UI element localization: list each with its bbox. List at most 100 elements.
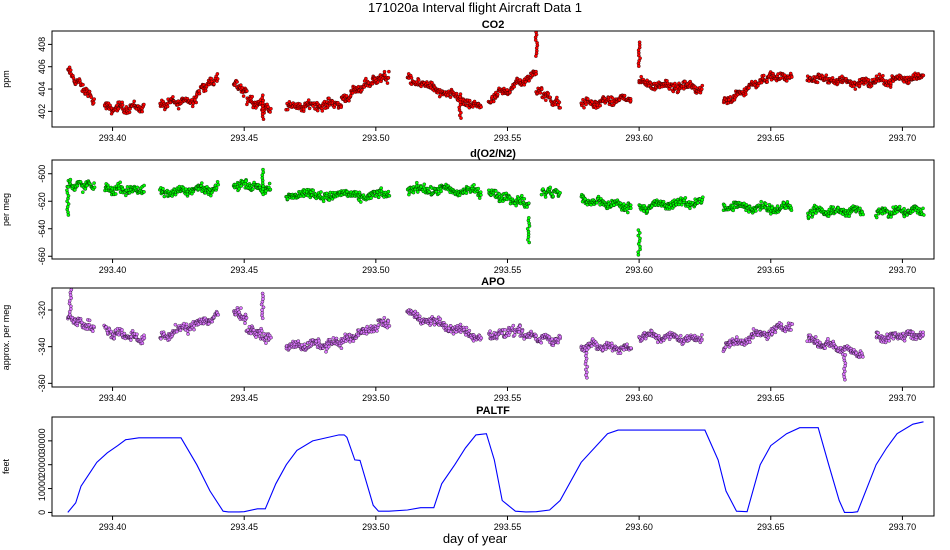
data-point xyxy=(765,80,769,84)
data-point xyxy=(104,325,108,329)
data-point xyxy=(176,106,181,111)
panel-frame-apo xyxy=(51,287,935,388)
data-point xyxy=(350,91,355,95)
data-spike xyxy=(841,353,848,382)
panel-o2n2: d(O2/N2) per meg 293.40 293.45 293.50 293.55 2… xyxy=(1,148,935,275)
data-point xyxy=(656,340,660,345)
data-point xyxy=(584,351,589,355)
data-point xyxy=(209,193,213,198)
data-point xyxy=(339,346,344,350)
panel-co2: CO2 ppm 293.40 293.45 293.50 293.55 293.60 293.… xyxy=(1,19,935,143)
data-point xyxy=(260,316,265,321)
data-point xyxy=(387,69,391,74)
data-point xyxy=(598,103,602,108)
data-point xyxy=(379,186,383,190)
y-tick-label: 402 xyxy=(37,104,47,119)
y-axis-label-apo: approx. per meg xyxy=(1,305,11,371)
data-point xyxy=(464,325,469,330)
data-point xyxy=(81,82,85,87)
data-point xyxy=(448,95,453,99)
data-point xyxy=(285,197,290,201)
x-tick-label: 293.55 xyxy=(494,133,522,143)
data-point xyxy=(639,74,643,79)
data-point xyxy=(306,98,311,102)
data-point xyxy=(120,328,124,332)
data-point xyxy=(826,337,830,341)
data-point xyxy=(109,329,113,334)
x-tick-label: 293.50 xyxy=(362,522,390,532)
data-point xyxy=(376,323,381,327)
x-tick-label: 293.45 xyxy=(230,522,258,532)
data-point xyxy=(897,204,902,209)
data-segment xyxy=(231,78,249,98)
plot-area-o2n2 xyxy=(65,167,926,257)
data-point xyxy=(556,340,560,345)
data-point xyxy=(527,78,531,83)
data-point xyxy=(881,73,885,78)
data-point xyxy=(65,188,69,193)
data-segment xyxy=(371,69,391,85)
data-point xyxy=(540,87,544,91)
data-point xyxy=(877,72,882,77)
data-segment xyxy=(231,178,273,195)
x-tick-label: 293.50 xyxy=(362,393,390,403)
panels-group: CO2 ppm 293.40 293.45 293.50 293.55 293.60 293.… xyxy=(1,19,935,532)
data-point xyxy=(815,338,820,343)
data-point xyxy=(165,104,170,109)
data-point xyxy=(216,182,220,187)
data-point xyxy=(618,351,623,355)
data-point xyxy=(538,91,543,95)
data-point xyxy=(364,332,369,336)
x-tick-label: 293.50 xyxy=(362,265,390,275)
data-point xyxy=(696,201,700,205)
data-point xyxy=(254,335,258,339)
data-point xyxy=(307,106,312,111)
data-point xyxy=(902,206,906,211)
data-point xyxy=(269,335,273,340)
data-point xyxy=(785,200,790,204)
data-point xyxy=(216,313,220,317)
data-point xyxy=(843,353,848,357)
data-point xyxy=(387,324,392,328)
data-point xyxy=(85,183,89,188)
data-point xyxy=(693,85,698,89)
data-point xyxy=(905,213,909,217)
data-point xyxy=(386,319,391,323)
data-segment xyxy=(721,321,795,354)
data-segment xyxy=(579,192,633,215)
data-point xyxy=(269,106,273,111)
data-point xyxy=(495,92,500,97)
data-point xyxy=(790,322,795,326)
data-point xyxy=(789,328,793,332)
data-segment xyxy=(102,323,147,346)
data-point xyxy=(351,339,356,343)
x-tick-label: 293.65 xyxy=(757,265,785,275)
data-point xyxy=(416,78,421,82)
data-point xyxy=(476,186,481,191)
data-point xyxy=(243,321,247,325)
data-point xyxy=(302,107,306,112)
x-tick-label: 293.60 xyxy=(625,522,653,532)
data-point xyxy=(478,190,483,194)
data-point xyxy=(178,328,183,333)
y-tick-label: -620 xyxy=(37,192,47,210)
data-point xyxy=(197,91,202,96)
data-point xyxy=(118,180,122,185)
data-point xyxy=(142,190,146,194)
x-tick-label: 293.45 xyxy=(230,265,258,275)
data-point xyxy=(127,191,132,195)
data-point xyxy=(458,92,463,96)
data-segment xyxy=(874,204,926,220)
data-point xyxy=(770,332,774,336)
data-point xyxy=(922,213,926,217)
data-spike xyxy=(65,188,71,217)
y-tick-label: -340 xyxy=(37,338,47,356)
data-point xyxy=(171,95,175,99)
data-segment xyxy=(805,333,865,359)
x-tick-label: 293.60 xyxy=(625,133,653,143)
data-point xyxy=(806,215,811,219)
data-point xyxy=(71,76,76,81)
x-tick-label: 293.45 xyxy=(230,393,258,403)
data-point xyxy=(494,189,498,193)
data-point xyxy=(543,195,548,199)
